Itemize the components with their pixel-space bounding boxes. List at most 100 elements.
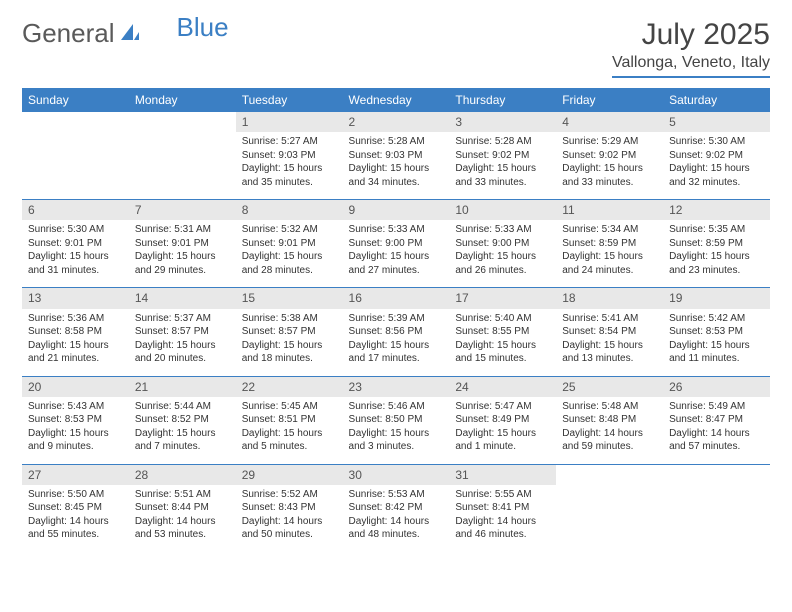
title-block: July 2025 Vallonga, Veneto, Italy bbox=[612, 18, 770, 78]
daylight-text: Daylight: 15 hours and 17 minutes. bbox=[349, 339, 444, 366]
sunrise-text: Sunrise: 5:35 AM bbox=[669, 223, 764, 237]
empty-day-cell bbox=[129, 112, 236, 200]
day-header-monday: Monday bbox=[129, 88, 236, 112]
daylight-text: Daylight: 15 hours and 24 minutes. bbox=[562, 250, 657, 277]
day-body: Sunrise: 5:55 AMSunset: 8:41 PMDaylight:… bbox=[449, 485, 556, 552]
day-number: 24 bbox=[449, 377, 556, 397]
day-number: 31 bbox=[449, 465, 556, 485]
day-cell-30: 30Sunrise: 5:53 AMSunset: 8:42 PMDayligh… bbox=[343, 464, 450, 552]
day-body: Sunrise: 5:44 AMSunset: 8:52 PMDaylight:… bbox=[129, 397, 236, 464]
day-number: 22 bbox=[236, 377, 343, 397]
day-header-saturday: Saturday bbox=[663, 88, 770, 112]
day-cell-7: 7Sunrise: 5:31 AMSunset: 9:01 PMDaylight… bbox=[129, 200, 236, 288]
day-header-thursday: Thursday bbox=[449, 88, 556, 112]
daylight-text: Daylight: 15 hours and 15 minutes. bbox=[455, 339, 550, 366]
daylight-text: Daylight: 15 hours and 1 minute. bbox=[455, 427, 550, 454]
sunrise-text: Sunrise: 5:30 AM bbox=[28, 223, 123, 237]
day-body: Sunrise: 5:53 AMSunset: 8:42 PMDaylight:… bbox=[343, 485, 450, 552]
daylight-text: Daylight: 15 hours and 26 minutes. bbox=[455, 250, 550, 277]
daylight-text: Daylight: 14 hours and 48 minutes. bbox=[349, 515, 444, 542]
day-number: 16 bbox=[343, 288, 450, 308]
day-cell-9: 9Sunrise: 5:33 AMSunset: 9:00 PMDaylight… bbox=[343, 200, 450, 288]
day-cell-22: 22Sunrise: 5:45 AMSunset: 8:51 PMDayligh… bbox=[236, 376, 343, 464]
sunrise-text: Sunrise: 5:43 AM bbox=[28, 400, 123, 414]
sunrise-text: Sunrise: 5:51 AM bbox=[135, 488, 230, 502]
week-row: 20Sunrise: 5:43 AMSunset: 8:53 PMDayligh… bbox=[22, 376, 770, 464]
day-cell-29: 29Sunrise: 5:52 AMSunset: 8:43 PMDayligh… bbox=[236, 464, 343, 552]
day-body: Sunrise: 5:50 AMSunset: 8:45 PMDaylight:… bbox=[22, 485, 129, 552]
sunset-text: Sunset: 8:43 PM bbox=[242, 501, 337, 515]
sunset-text: Sunset: 8:59 PM bbox=[562, 237, 657, 251]
daylight-text: Daylight: 15 hours and 3 minutes. bbox=[349, 427, 444, 454]
calendar-table: SundayMondayTuesdayWednesdayThursdayFrid… bbox=[22, 88, 770, 552]
daylight-text: Daylight: 15 hours and 29 minutes. bbox=[135, 250, 230, 277]
day-cell-26: 26Sunrise: 5:49 AMSunset: 8:47 PMDayligh… bbox=[663, 376, 770, 464]
sunset-text: Sunset: 9:01 PM bbox=[135, 237, 230, 251]
day-number: 3 bbox=[449, 112, 556, 132]
empty-day-cell bbox=[22, 112, 129, 200]
sunrise-text: Sunrise: 5:36 AM bbox=[28, 312, 123, 326]
day-body: Sunrise: 5:46 AMSunset: 8:50 PMDaylight:… bbox=[343, 397, 450, 464]
day-body: Sunrise: 5:36 AMSunset: 8:58 PMDaylight:… bbox=[22, 309, 129, 376]
header: General Blue July 2025 Vallonga, Veneto,… bbox=[22, 18, 770, 78]
day-body bbox=[129, 116, 236, 174]
day-number: 13 bbox=[22, 288, 129, 308]
week-row: 1Sunrise: 5:27 AMSunset: 9:03 PMDaylight… bbox=[22, 112, 770, 200]
day-body: Sunrise: 5:41 AMSunset: 8:54 PMDaylight:… bbox=[556, 309, 663, 376]
sunset-text: Sunset: 8:41 PM bbox=[455, 501, 550, 515]
day-number: 15 bbox=[236, 288, 343, 308]
day-cell-18: 18Sunrise: 5:41 AMSunset: 8:54 PMDayligh… bbox=[556, 288, 663, 376]
day-cell-12: 12Sunrise: 5:35 AMSunset: 8:59 PMDayligh… bbox=[663, 200, 770, 288]
logo-text-general: General bbox=[22, 18, 115, 49]
sunset-text: Sunset: 8:57 PM bbox=[242, 325, 337, 339]
daylight-text: Daylight: 15 hours and 35 minutes. bbox=[242, 162, 337, 189]
day-number: 18 bbox=[556, 288, 663, 308]
sunset-text: Sunset: 9:01 PM bbox=[242, 237, 337, 251]
day-cell-11: 11Sunrise: 5:34 AMSunset: 8:59 PMDayligh… bbox=[556, 200, 663, 288]
daylight-text: Daylight: 15 hours and 20 minutes. bbox=[135, 339, 230, 366]
sunrise-text: Sunrise: 5:41 AM bbox=[562, 312, 657, 326]
day-header-sunday: Sunday bbox=[22, 88, 129, 112]
day-cell-21: 21Sunrise: 5:44 AMSunset: 8:52 PMDayligh… bbox=[129, 376, 236, 464]
day-body bbox=[663, 469, 770, 527]
sunrise-text: Sunrise: 5:44 AM bbox=[135, 400, 230, 414]
day-number: 29 bbox=[236, 465, 343, 485]
day-body: Sunrise: 5:45 AMSunset: 8:51 PMDaylight:… bbox=[236, 397, 343, 464]
day-cell-14: 14Sunrise: 5:37 AMSunset: 8:57 PMDayligh… bbox=[129, 288, 236, 376]
daylight-text: Daylight: 15 hours and 18 minutes. bbox=[242, 339, 337, 366]
day-cell-31: 31Sunrise: 5:55 AMSunset: 8:41 PMDayligh… bbox=[449, 464, 556, 552]
day-cell-3: 3Sunrise: 5:28 AMSunset: 9:02 PMDaylight… bbox=[449, 112, 556, 200]
day-number: 9 bbox=[343, 200, 450, 220]
month-title: July 2025 bbox=[612, 18, 770, 52]
sunrise-text: Sunrise: 5:32 AM bbox=[242, 223, 337, 237]
daylight-text: Daylight: 14 hours and 55 minutes. bbox=[28, 515, 123, 542]
sunset-text: Sunset: 8:58 PM bbox=[28, 325, 123, 339]
daylight-text: Daylight: 15 hours and 33 minutes. bbox=[562, 162, 657, 189]
day-body: Sunrise: 5:51 AMSunset: 8:44 PMDaylight:… bbox=[129, 485, 236, 552]
day-cell-28: 28Sunrise: 5:51 AMSunset: 8:44 PMDayligh… bbox=[129, 464, 236, 552]
day-cell-4: 4Sunrise: 5:29 AMSunset: 9:02 PMDaylight… bbox=[556, 112, 663, 200]
day-number: 23 bbox=[343, 377, 450, 397]
day-number: 20 bbox=[22, 377, 129, 397]
day-body: Sunrise: 5:42 AMSunset: 8:53 PMDaylight:… bbox=[663, 309, 770, 376]
sunset-text: Sunset: 9:02 PM bbox=[562, 149, 657, 163]
day-body: Sunrise: 5:33 AMSunset: 9:00 PMDaylight:… bbox=[343, 220, 450, 287]
day-body: Sunrise: 5:28 AMSunset: 9:02 PMDaylight:… bbox=[449, 132, 556, 199]
day-body: Sunrise: 5:40 AMSunset: 8:55 PMDaylight:… bbox=[449, 309, 556, 376]
sunset-text: Sunset: 8:57 PM bbox=[135, 325, 230, 339]
sunset-text: Sunset: 9:02 PM bbox=[455, 149, 550, 163]
day-number: 19 bbox=[663, 288, 770, 308]
day-body: Sunrise: 5:35 AMSunset: 8:59 PMDaylight:… bbox=[663, 220, 770, 287]
day-body: Sunrise: 5:47 AMSunset: 8:49 PMDaylight:… bbox=[449, 397, 556, 464]
day-body: Sunrise: 5:49 AMSunset: 8:47 PMDaylight:… bbox=[663, 397, 770, 464]
sunrise-text: Sunrise: 5:34 AM bbox=[562, 223, 657, 237]
sunset-text: Sunset: 8:42 PM bbox=[349, 501, 444, 515]
sunset-text: Sunset: 8:52 PM bbox=[135, 413, 230, 427]
sunrise-text: Sunrise: 5:46 AM bbox=[349, 400, 444, 414]
day-number: 2 bbox=[343, 112, 450, 132]
day-number: 5 bbox=[663, 112, 770, 132]
daylight-text: Daylight: 15 hours and 5 minutes. bbox=[242, 427, 337, 454]
day-cell-23: 23Sunrise: 5:46 AMSunset: 8:50 PMDayligh… bbox=[343, 376, 450, 464]
day-number: 28 bbox=[129, 465, 236, 485]
week-row: 27Sunrise: 5:50 AMSunset: 8:45 PMDayligh… bbox=[22, 464, 770, 552]
